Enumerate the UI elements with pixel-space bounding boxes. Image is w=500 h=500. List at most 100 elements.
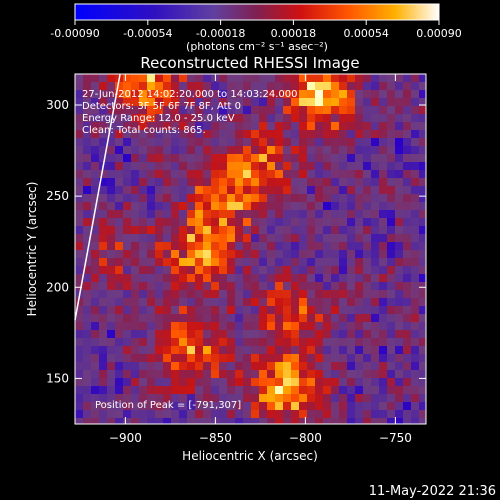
heatmap-cell [411, 370, 419, 378]
heatmap-cell [195, 122, 203, 130]
heatmap-cell [419, 378, 426, 386]
heatmap-cell [371, 402, 379, 410]
heatmap-cell [259, 378, 267, 386]
heatmap-cell [227, 82, 235, 90]
heatmap-cell [91, 74, 99, 82]
heatmap-cell [115, 250, 123, 258]
heatmap-cell [75, 258, 83, 266]
heatmap-cell [411, 242, 419, 250]
heatmap-cell [371, 370, 379, 378]
heatmap-cell [307, 322, 315, 330]
heatmap-cell [387, 362, 395, 370]
heatmap-cell [291, 130, 299, 138]
heatmap-cell [411, 106, 419, 114]
heatmap-cell [307, 266, 315, 274]
heatmap-cell [115, 114, 123, 122]
heatmap-cell [347, 154, 355, 162]
heatmap-cell [195, 322, 203, 330]
heatmap-cell [107, 282, 115, 290]
heatmap-cell [323, 282, 331, 290]
heatmap-cell [123, 306, 131, 314]
heatmap-cell [139, 154, 147, 162]
heatmap-cell [355, 362, 363, 370]
heatmap-cell [83, 178, 91, 186]
heatmap-cell [187, 370, 195, 378]
heatmap-cell [195, 210, 203, 218]
heatmap-cell [155, 370, 163, 378]
heatmap-cell [203, 146, 211, 154]
colorbar-ticks: -0.00090 -0.00054 -0.00018 0.00018 0.00054 0.… [50, 20, 462, 40]
heatmap-cell [283, 122, 291, 130]
heatmap-cell [99, 202, 107, 210]
heatmap-cell [155, 202, 163, 210]
heatmap-cell [107, 106, 115, 114]
heatmap-cell [123, 218, 131, 226]
heatmap-cell [75, 114, 83, 122]
heatmap-cell [195, 98, 203, 106]
heatmap-cell [259, 242, 267, 250]
heatmap-cell [107, 274, 115, 282]
heatmap-cell [147, 322, 155, 330]
heatmap-cell [75, 394, 83, 402]
heatmap-cell [219, 162, 227, 170]
heatmap-cell [163, 170, 171, 178]
heatmap-cell [411, 402, 419, 410]
annotation-detectors: Detectors: 3F 5F 6F 7F 8F, Att 0 [82, 101, 241, 112]
heatmap-cell [331, 98, 339, 106]
heatmap-cell [91, 90, 99, 98]
heatmap-cell [387, 106, 395, 114]
heatmap-cell [147, 90, 155, 98]
heatmap-cell [315, 106, 323, 114]
heatmap-cell [323, 410, 331, 418]
heatmap-cell [155, 226, 163, 234]
heatmap-cell [227, 178, 235, 186]
heatmap-cell [347, 170, 355, 178]
heatmap-cell [179, 338, 187, 346]
heatmap-cell [403, 90, 411, 98]
heatmap-cell [291, 74, 299, 82]
heatmap-cell [403, 394, 411, 402]
heatmap-cell [283, 338, 291, 346]
heatmap-cell [131, 394, 139, 402]
heatmap-cell [275, 234, 283, 242]
heatmap-cell [395, 154, 403, 162]
heatmap-cell [75, 362, 83, 370]
y-tick-label: 200 [46, 280, 69, 294]
heatmap-cell [155, 146, 163, 154]
heatmap-cell [339, 282, 347, 290]
heatmap-cell [339, 90, 347, 98]
heatmap-cell [371, 154, 379, 162]
heatmap-cell [347, 306, 355, 314]
heatmap-cell [291, 346, 299, 354]
heatmap-cell [115, 170, 123, 178]
heatmap-cell [291, 258, 299, 266]
heatmap-cell [139, 394, 147, 402]
heatmap-cell [195, 106, 203, 114]
heatmap-cell [155, 154, 163, 162]
heatmap-cell [243, 266, 251, 274]
heatmap-cell [243, 354, 251, 362]
heatmap-cell [371, 410, 379, 418]
heatmap-cell [235, 186, 243, 194]
heatmap-cell [155, 338, 163, 346]
heatmap-cell [155, 282, 163, 290]
heatmap-cell [147, 306, 155, 314]
heatmap-cell [339, 154, 347, 162]
x-tick-label: −800 [289, 431, 322, 445]
heatmap-cell [155, 210, 163, 218]
heatmap-cell [403, 346, 411, 354]
heatmap-cell [283, 378, 291, 386]
heatmap-cell [139, 178, 147, 186]
heatmap-cell [83, 74, 91, 82]
heatmap-cell [235, 410, 243, 418]
heatmap-cell [347, 242, 355, 250]
solar-limb-line [74, 74, 121, 321]
heatmap-cell [387, 370, 395, 378]
heatmap-cell [123, 338, 131, 346]
heatmap-cell [107, 394, 115, 402]
heatmap-cell [379, 170, 387, 178]
heatmap-cell [339, 290, 347, 298]
heatmap-cell [387, 226, 395, 234]
heatmap-cell [347, 226, 355, 234]
heatmap-cell [395, 410, 403, 418]
